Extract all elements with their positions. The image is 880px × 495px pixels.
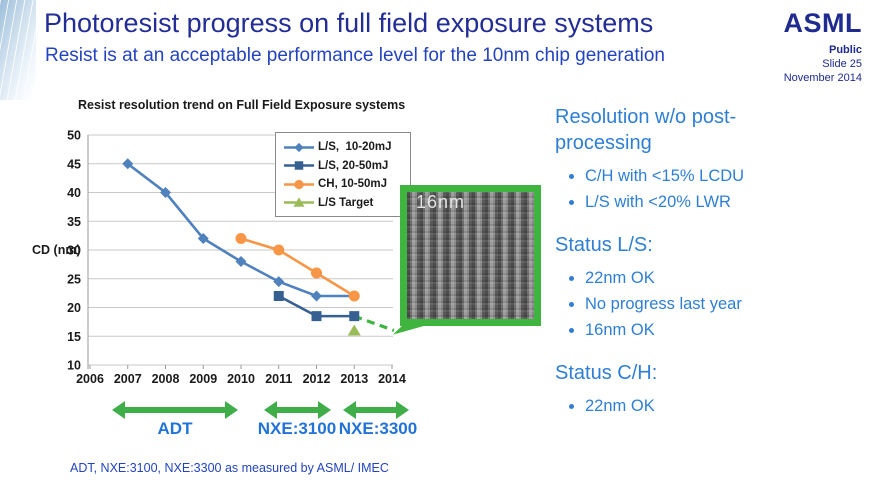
legend-swatch-diamond-icon — [284, 142, 314, 152]
legend-label: L/S Target — [318, 196, 374, 209]
legend-label: L/S, 10-20mJ — [318, 141, 392, 154]
data-point-circle — [311, 267, 322, 279]
nxe3100-label: NXE:3100 — [257, 419, 337, 438]
footnote: ADT, NXE:3100, NXE:3300 as measured by A… — [70, 461, 389, 475]
nxe3300-range-arrow-icon — [343, 401, 409, 419]
section-heading: Resolution w/o post-processing — [555, 106, 737, 154]
slide-number: Slide 25 — [822, 58, 862, 70]
bullet-item: 22nm OK — [585, 265, 875, 291]
brand-block: ASML Public Slide 25 November 2014 — [783, 8, 863, 85]
slide-subtitle: Resist is at an acceptable performance l… — [45, 45, 665, 66]
right-panel: Resolution w/o post-processing C/H with … — [555, 104, 875, 436]
y-tick-label: 45 — [67, 157, 81, 171]
adt-range-arrow-icon — [112, 401, 238, 419]
data-point-square — [311, 311, 322, 322]
section-heading: Status L/S: — [555, 234, 653, 256]
section-status-ch: Status C/H: 22nm OK — [555, 360, 875, 419]
y-tick-label: 20 — [67, 301, 81, 315]
nxe3300-label: NXE:3300 — [338, 419, 418, 438]
x-tick-label: 2010 — [227, 372, 255, 386]
y-tick-label: 10 — [67, 359, 81, 373]
bullet-item: 16nm OK — [585, 317, 875, 343]
chart-plot-area: 10 15 20 25 30 35 40 45 50 2006 2007 2008 2009 2010 20… — [32, 129, 406, 387]
chart-legend: L/S, 10-20mJ L/S, 20-50mJ CH, 10-50mJ L/S T… — [275, 132, 411, 217]
legend-item: L/S, 10-20mJ — [284, 138, 404, 157]
data-point-circle — [273, 244, 285, 256]
section-resolution: Resolution w/o post-processing C/H with … — [555, 104, 875, 215]
arrow-right-head-icon — [318, 401, 331, 419]
slide-title: Photoresist progress on full field expos… — [44, 8, 654, 38]
arrow-right-head-icon — [396, 401, 409, 419]
data-point-triangle — [293, 197, 305, 207]
arrow-right-head-icon — [225, 401, 238, 419]
sem-micrograph — [400, 185, 541, 326]
arrow-bar — [275, 407, 320, 413]
arrow-bar — [123, 407, 227, 413]
x-tick-label: 2011 — [265, 372, 292, 386]
slide-date: November 2014 — [783, 72, 862, 84]
x-tick-label: 2009 — [189, 372, 217, 386]
arrow-bar — [354, 407, 398, 413]
data-point-diamond — [160, 187, 171, 198]
data-point-diamond — [294, 142, 304, 152]
data-point-circle — [348, 290, 360, 302]
data-point-diamond — [122, 158, 134, 170]
x-tick-label: 2013 — [340, 372, 368, 386]
legend-item: L/S, 20-50mJ — [284, 157, 404, 176]
section-status-ls: Status L/S: 22nm OK No progress last yea… — [555, 232, 875, 343]
legend-item: L/S Target — [284, 194, 404, 213]
x-tick-label: 2006 — [76, 372, 104, 386]
y-tick-label: 30 — [67, 244, 81, 258]
y-tick-label: 35 — [67, 215, 81, 229]
arrow-left-head-icon — [264, 401, 277, 419]
y-tick-label: 40 — [67, 186, 81, 200]
adt-label: ADT — [157, 419, 193, 438]
data-point-diamond — [273, 276, 285, 288]
y-tick-label: 50 — [67, 129, 81, 143]
sem-image-callout: 16nm — [400, 185, 541, 326]
data-point-circle — [294, 179, 304, 189]
y-tick-label: 25 — [67, 272, 81, 286]
y-tick-label: 15 — [67, 330, 81, 344]
arrow-left-head-icon — [112, 401, 125, 419]
series-line — [240, 237, 355, 298]
bullet-item: 22nm OK — [585, 393, 875, 419]
bullet-item: C/H with <15% LCDU — [585, 163, 875, 189]
data-point-diamond — [197, 233, 209, 244]
data-point-square — [273, 291, 284, 301]
arrow-left-head-icon — [343, 401, 356, 419]
bullet-list: 22nm OK — [555, 393, 875, 419]
x-tick-label: 2007 — [114, 372, 142, 386]
data-point-circle — [235, 233, 247, 244]
bullet-list: C/H with <15% LCDU L/S with <20% LWR — [555, 163, 875, 215]
data-point-diamond — [235, 256, 247, 267]
classification-label: Public — [828, 44, 862, 56]
section-heading: Status C/H: — [555, 362, 658, 384]
resolution-trend-chart: Resist resolution trend on Full Field Ex… — [30, 92, 550, 402]
x-tick-label: 2012 — [303, 372, 331, 386]
nxe3100-range-arrow-icon — [264, 401, 331, 419]
chart-title: Resist resolution trend on Full Field Ex… — [78, 98, 406, 112]
sem-label: 16nm — [416, 192, 466, 212]
bullet-item: No progress last year — [585, 291, 875, 317]
bullet-list: 22nm OK No progress last year 16nm OK — [555, 265, 875, 343]
data-point-diamond — [311, 290, 322, 302]
data-point-square — [349, 311, 360, 322]
legend-item: CH, 10-50mJ — [284, 175, 404, 194]
legend-swatch-circle-icon — [284, 179, 314, 189]
data-point-triangle — [347, 324, 361, 336]
data-point-square — [294, 161, 304, 170]
legend-swatch-triangle-icon — [284, 197, 314, 207]
x-tick-label: 2014 — [378, 372, 406, 386]
bullet-item: L/S with <20% LWR — [585, 189, 875, 215]
legend-swatch-square-icon — [284, 161, 314, 170]
extrapolation-dashed-line — [353, 314, 395, 333]
y-axis-title: CD (nm) — [32, 243, 81, 257]
corner-decoration — [0, 0, 36, 100]
x-tick-label: 2008 — [152, 372, 180, 386]
legend-label: L/S, 20-50mJ — [318, 159, 389, 172]
asml-logo: ASML — [783, 8, 862, 38]
legend-label: CH, 10-50mJ — [318, 178, 388, 191]
